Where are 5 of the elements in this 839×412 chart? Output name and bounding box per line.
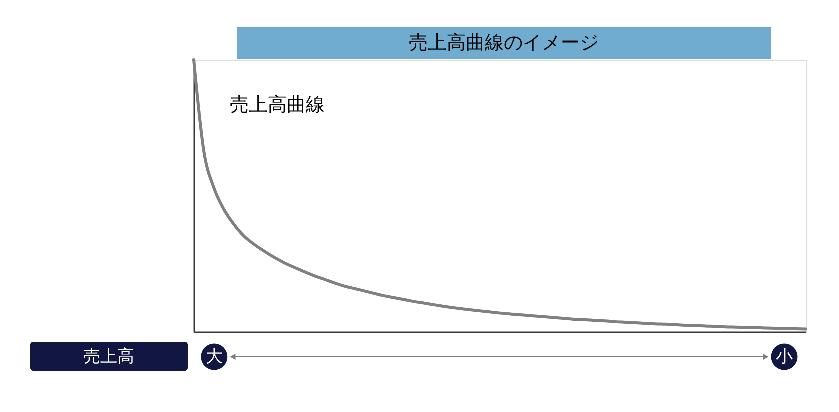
text: 大 [206,347,223,367]
text: 小 [776,347,793,367]
x-axis-title: 売上高 [84,347,134,367]
chart-title: 売上高曲線のイメージ [409,32,599,54]
series-label: 売上高曲線 [230,94,325,116]
